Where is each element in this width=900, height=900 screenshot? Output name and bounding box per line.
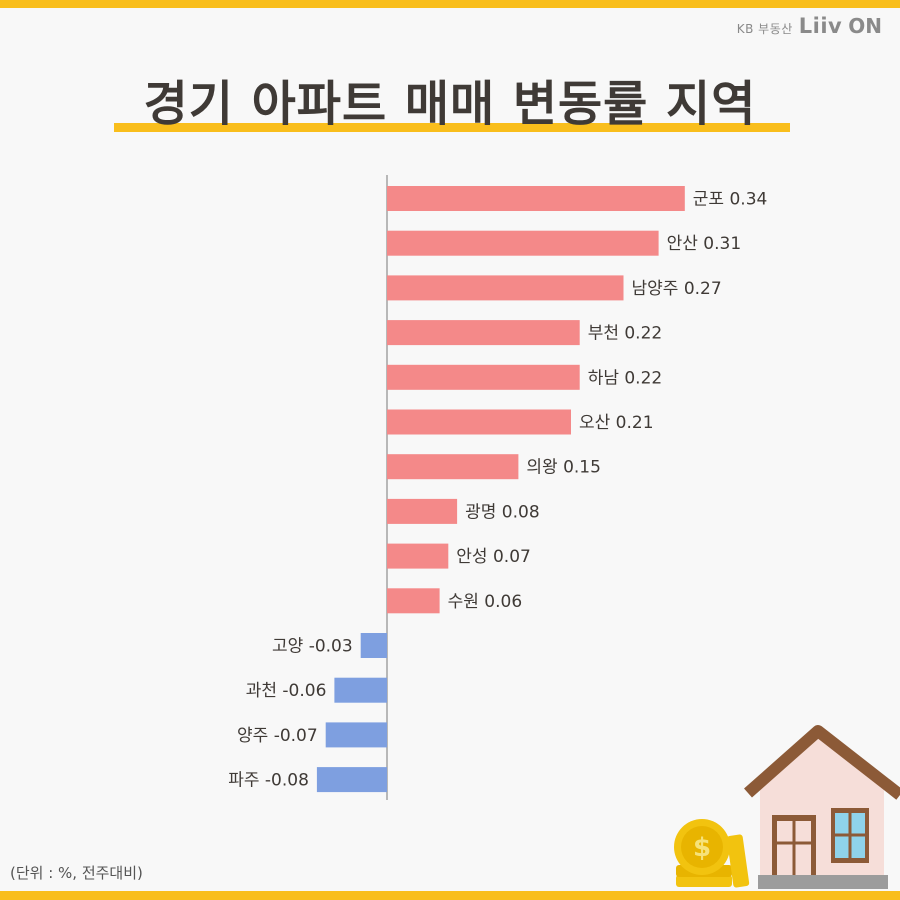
bar-label-남양주: 남양주 0.27: [632, 279, 722, 299]
page-title: 경기 아파트 매매 변동률 지역: [143, 76, 757, 132]
bar-label-오산: 오산 0.21: [579, 413, 654, 433]
bar-광명: [387, 498, 458, 524]
unit-note: (단위 : %, 전주대비): [10, 864, 143, 882]
bar-고양: [360, 633, 387, 658]
bar-군포: [387, 186, 685, 211]
house-coin-illustration: $: [674, 725, 900, 889]
bar-label-군포: 군포 0.34: [693, 190, 768, 210]
brand-liiv-text: Liiv: [798, 14, 843, 38]
bottom-accent-bar: [0, 891, 900, 900]
bar-파주: [316, 767, 387, 793]
svg-text:$: $: [693, 833, 711, 863]
bar-label-의왕: 의왕 0.15: [526, 458, 601, 478]
bar-과천: [334, 677, 387, 703]
bar-남양주: [387, 275, 624, 301]
bar-하남: [387, 364, 580, 390]
bar-label-수원: 수원 0.06: [448, 592, 523, 612]
bar-label-파주: 파주 -0.08: [228, 771, 309, 791]
brand-on-text: ON: [848, 14, 882, 38]
bar-label-부천: 부천 0.22: [588, 324, 663, 344]
bar-부천: [387, 320, 580, 346]
bar-오산: [387, 409, 571, 435]
bar-안산: [387, 230, 659, 256]
bar-label-고양: 고양 -0.03: [272, 637, 353, 657]
top-accent-bar: [0, 0, 900, 8]
bar-안성: [387, 543, 449, 569]
bar-label-양주: 양주 -0.07: [237, 726, 318, 746]
brand-kb-text: KB 부동산: [736, 22, 793, 36]
bar-의왕: [387, 454, 519, 480]
bar-수원: [387, 588, 440, 614]
bar-label-안산: 안산 0.31: [667, 234, 742, 254]
bar-label-하남: 하남 0.22: [588, 368, 663, 388]
bar-label-안성: 안성 0.07: [456, 547, 531, 567]
bar-양주: [325, 722, 387, 748]
brand-logo: KB 부동산 Liiv ON: [737, 14, 882, 38]
bar-label-과천: 과천 -0.06: [246, 681, 327, 701]
bar-label-광명: 광명 0.08: [465, 502, 540, 522]
title-underline: [114, 123, 790, 132]
